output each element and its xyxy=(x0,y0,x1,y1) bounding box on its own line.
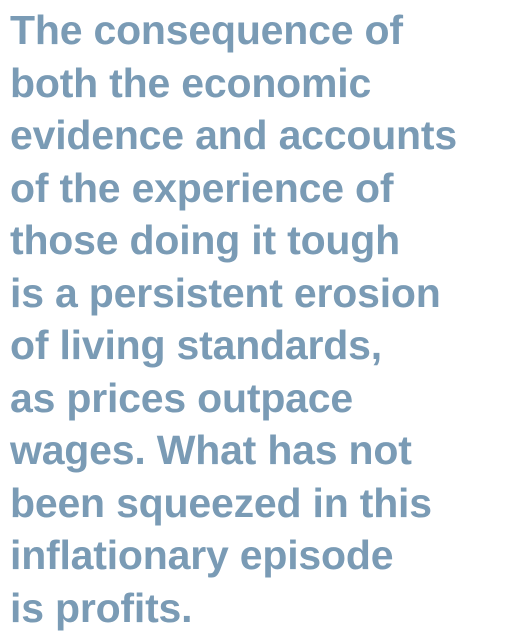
pull-quote: The consequence of both the economic evide… xyxy=(10,4,522,634)
quote-line: been squeezed in this xyxy=(10,479,432,526)
quote-line: evidence and accounts xyxy=(10,112,457,158)
quote-line: of living standards, xyxy=(10,322,382,368)
quote-line: is a persistent erosion xyxy=(10,269,441,316)
quote-line: is profits. xyxy=(10,584,193,631)
quote-line: both the economic xyxy=(10,59,372,106)
quote-line: wages. What has not xyxy=(10,427,412,473)
quote-line: as prices outpace xyxy=(10,374,353,421)
quote-line: of the experience of xyxy=(10,164,394,211)
quote-line: inflationary episode xyxy=(10,532,394,578)
quote-line: those doing it tough xyxy=(10,217,400,263)
quote-line: The consequence of xyxy=(10,7,403,53)
